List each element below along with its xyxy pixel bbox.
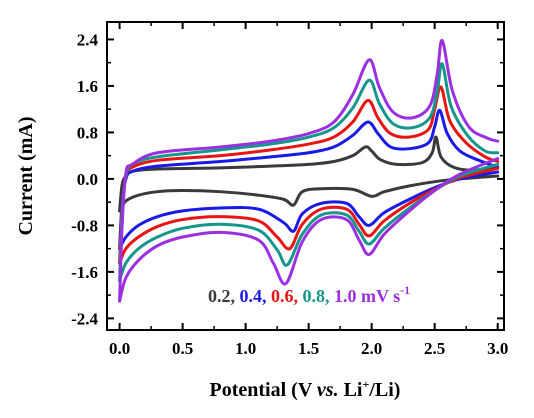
cathodic-sweep	[118, 157, 500, 303]
cathodic-sweep	[118, 174, 500, 213]
legend-entry: 0.2	[208, 286, 231, 306]
legend-separator: ,	[325, 286, 334, 306]
y-tick-label: 0.8	[77, 123, 98, 142]
x-tick-label: 2.0	[361, 339, 382, 358]
x-axis-title-sup: +	[363, 377, 370, 391]
y-tick-label: 0.0	[77, 170, 98, 189]
axis-ticks	[107, 22, 504, 330]
series-group	[118, 39, 500, 303]
plot-area-frame	[106, 21, 505, 331]
cathodic-sweep	[118, 166, 500, 265]
legend-separator: ,	[231, 286, 240, 306]
scan-rate-legend: 0.2, 0.4, 0.6, 0.8, 1.0 mV s-1	[208, 283, 410, 306]
y-tick-labels: 2.4 1.6 0.8 0.0 -0.8 -1.6 -2.4	[71, 30, 98, 328]
y-axis-title: Current (mA)	[15, 116, 37, 235]
legend-unit: mV s	[361, 286, 400, 306]
x-tick-label: 0.0	[109, 339, 130, 358]
cv-curve-0.4	[118, 108, 500, 251]
legend-entry: 0.4	[240, 286, 263, 306]
y-tick-label: 1.6	[77, 77, 98, 96]
x-tick-labels: 0.0 0.5 1.0 1.5 2.0 2.5 3.0	[109, 339, 508, 358]
x-axis-title-li: Li	[339, 379, 363, 401]
legend-unit-sup: -1	[400, 283, 410, 297]
cv-curve-0.2	[118, 135, 500, 213]
anodic-sweep	[118, 85, 500, 265]
x-axis-title-prefix: Potential (V	[210, 379, 317, 401]
y-tick-label: 2.4	[77, 30, 99, 49]
cathodic-sweep	[118, 162, 500, 283]
y-tick-label: -1.6	[71, 263, 98, 282]
legend-separator: ,	[294, 286, 303, 306]
cathodic-sweep	[118, 170, 500, 251]
x-tick-label: 0.5	[172, 339, 193, 358]
legend-entry: 0.6	[271, 286, 294, 306]
x-axis-title-suffix: /Li)	[368, 379, 400, 401]
x-tick-label: 2.5	[424, 339, 445, 358]
cv-curve-0.8	[118, 62, 500, 283]
anodic-sweep	[118, 62, 500, 283]
x-tick-label: 1.0	[235, 339, 256, 358]
legend-separator: ,	[262, 286, 271, 306]
anodic-sweep	[118, 135, 500, 213]
x-tick-label: 3.0	[487, 339, 508, 358]
x-tick-label: 1.5	[298, 339, 319, 358]
x-axis-title-vs: vs.	[317, 379, 339, 401]
anodic-sweep	[118, 108, 500, 251]
cv-curve-0.6	[118, 85, 500, 265]
y-tick-label: -2.4	[71, 309, 98, 328]
y-tick-label: -0.8	[71, 216, 98, 235]
anodic-sweep	[118, 39, 500, 303]
legend-entry: 1.0	[334, 286, 357, 306]
cv-curve-1.0	[118, 39, 500, 303]
legend-entry: 0.8	[303, 286, 326, 306]
x-axis-title: Potential (V vs. Li+/Li)	[210, 377, 401, 401]
